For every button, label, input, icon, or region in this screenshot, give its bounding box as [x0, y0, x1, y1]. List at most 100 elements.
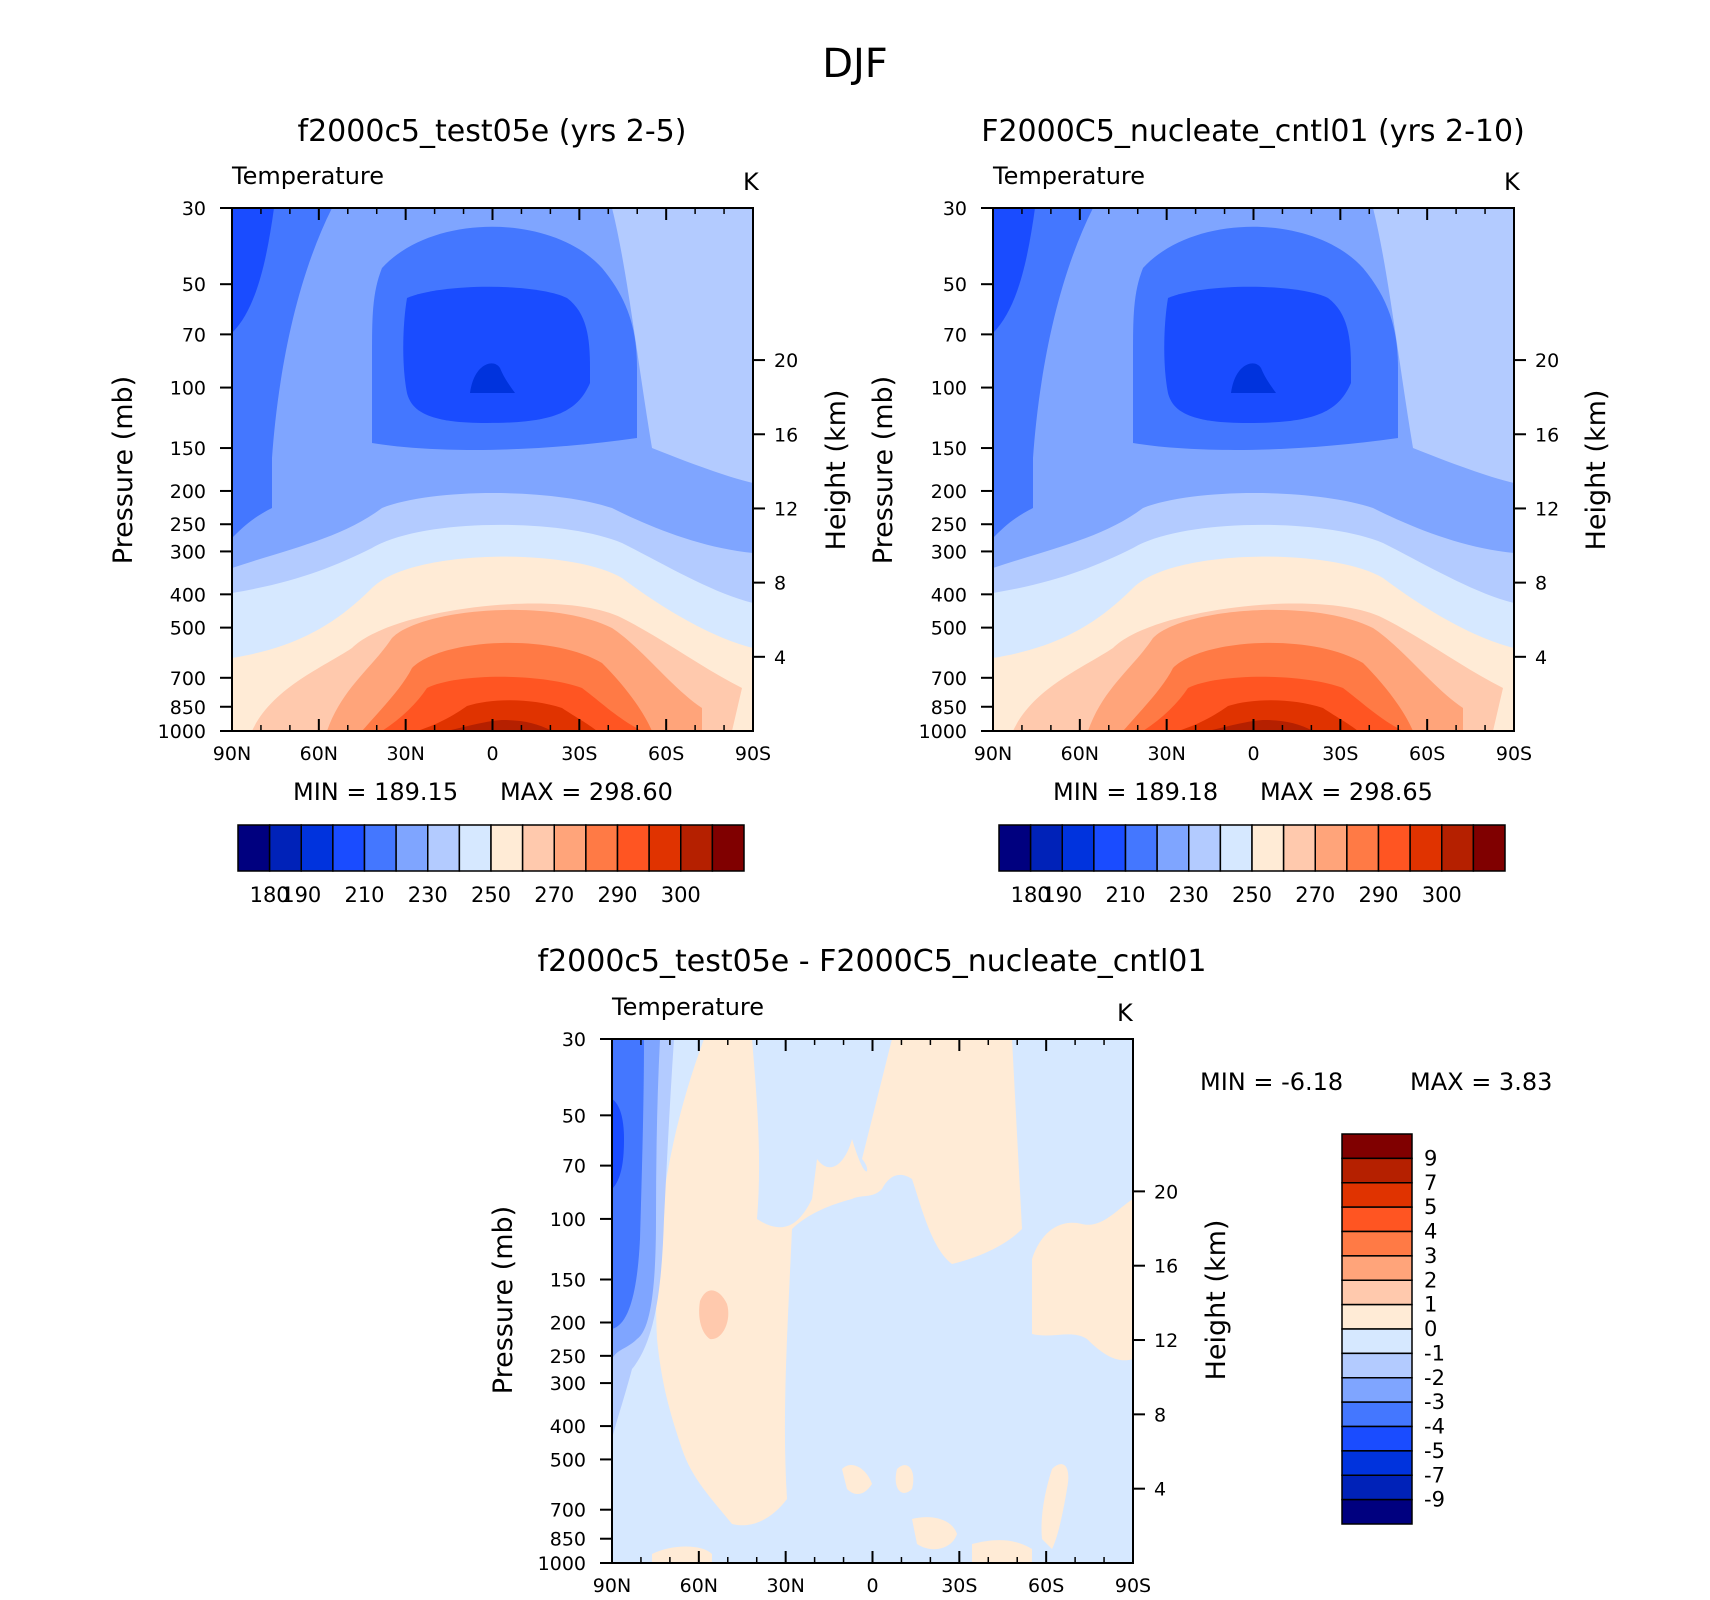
colorbar-tick-label: 210 — [1105, 883, 1145, 907]
colorbar-tick-label: 9 — [1424, 1146, 1437, 1170]
y-tick-label: 70 — [943, 324, 967, 346]
y-right-tick-label: 16 — [1154, 1256, 1178, 1278]
y-tick-label: 500 — [931, 618, 967, 640]
colorbar-tick-label: 290 — [597, 883, 637, 907]
y-right-tick-label: 8 — [774, 573, 786, 595]
y-tick-label: 850 — [931, 697, 967, 719]
colorbar-swatch — [1341, 1450, 1413, 1476]
y-tick-label: 50 — [562, 1105, 586, 1127]
y-tick-label: 150 — [550, 1270, 586, 1292]
x-tick-label: 0 — [866, 1575, 878, 1597]
units-label: K — [743, 168, 760, 196]
colorbar-tick-label: 250 — [471, 883, 511, 907]
colorbar-swatch — [1124, 824, 1158, 872]
contour-field — [993, 208, 1514, 731]
colorbar-tick-label: -5 — [1424, 1439, 1445, 1463]
x-tick-label: 60S — [1409, 743, 1445, 765]
colorbar-swatch — [395, 824, 429, 872]
y-tick-label: 300 — [550, 1373, 586, 1395]
colorbar-tick-label: 5 — [1424, 1195, 1437, 1219]
y-right-tick-label: 12 — [1154, 1330, 1178, 1352]
panel-title: F2000C5_nucleate_cntl01 (yrs 2-10) — [981, 114, 1525, 149]
panel-title: f2000c5_test05e (yrs 2-5) — [298, 114, 687, 149]
y-tick-label: 400 — [170, 584, 206, 606]
y-tick-label: 700 — [550, 1500, 586, 1522]
max-label: MAX = 3.83 — [1410, 1068, 1552, 1096]
colorbar-swatch — [1341, 1474, 1413, 1501]
x-tick-label: 30S — [941, 1575, 977, 1597]
colorbar-swatch — [1341, 1498, 1413, 1525]
x-tick-label: 60N — [1061, 743, 1099, 765]
colorbar-swatch — [300, 824, 334, 872]
colorbar-swatch — [1251, 824, 1285, 872]
colorbar-tick-label: 230 — [1169, 883, 1209, 907]
colorbar-swatch — [1341, 1255, 1413, 1281]
y-tick-label: 400 — [550, 1416, 586, 1438]
colorbar-tick-label: 290 — [1358, 883, 1398, 907]
y-tick-label: 70 — [562, 1156, 586, 1178]
panel-top-right: F2000C5_nucleate_cntl01 (yrs 2-10) Tempe… — [868, 114, 1612, 907]
axis-ticks: 90N 60N 30N 0 30S 60S 90S 30 50 70 100 150 200 250 300… — [158, 198, 799, 765]
x-tick-label: 30N — [766, 1575, 804, 1597]
y-tick-label: 200 — [170, 481, 206, 503]
colorbar-swatch — [1314, 824, 1348, 872]
colorbar-swatch — [1341, 1303, 1413, 1330]
y-tick-label: 500 — [550, 1449, 586, 1471]
y-tick-label: 100 — [931, 378, 967, 400]
x-tick-label: 60N — [680, 1575, 718, 1597]
colorbar-swatch — [521, 824, 555, 872]
x-tick-label: 90S — [1496, 743, 1532, 765]
colorbar-tick-label: -3 — [1424, 1390, 1445, 1414]
x-tick-label: 90S — [1115, 1575, 1151, 1597]
y-tick-label: 300 — [931, 541, 967, 563]
panel-top-left: f2000c5_test05e (yrs 2-5) Temperature K … — [108, 114, 852, 907]
colorbar-swatch — [427, 824, 461, 872]
x-tick-label: 30N — [1147, 743, 1185, 765]
colorbar-swatch — [648, 824, 682, 872]
y-tick-label: 1000 — [538, 1553, 586, 1575]
colorbar-swatch — [1341, 1182, 1413, 1208]
axis-ticks: 90N 60N 30N 0 30S 60S 90S 30 50 70 100 150 200 250 300… — [538, 1029, 1179, 1597]
min-label: MIN = 189.15 — [293, 778, 458, 806]
x-tick-label: 90N — [213, 743, 251, 765]
colorbar-swatch — [1029, 824, 1063, 872]
y-axis-label: Pressure (mb) — [108, 376, 139, 564]
colorbar-swatch — [998, 824, 1032, 872]
x-tick-label: 30S — [561, 743, 597, 765]
y-tick-label: 250 — [931, 514, 967, 536]
colorbar-tick-label: -1 — [1424, 1341, 1445, 1365]
colorbar-swatch — [490, 824, 524, 872]
y-right-tick-label: 4 — [1154, 1479, 1166, 1501]
colorbar-tick-label: -9 — [1424, 1488, 1445, 1512]
colorbar-swatch — [268, 824, 302, 872]
y-right-tick-label: 20 — [1535, 350, 1559, 372]
y-tick-label: 200 — [931, 481, 967, 503]
panel-bottom: f2000c5_test05e - F2000C5_nucleate_cntl0… — [488, 944, 1552, 1597]
colorbar-swatch — [1282, 824, 1316, 872]
colorbar-swatch — [1341, 1230, 1413, 1257]
colorbar-swatch — [1341, 1206, 1413, 1233]
y-tick-label: 300 — [170, 541, 206, 563]
colorbar-swatch — [1093, 824, 1127, 872]
colorbar-tick-label: 180 — [250, 883, 290, 907]
x-tick-label: 90N — [974, 743, 1012, 765]
colorbar-tick-label: 4 — [1424, 1220, 1437, 1244]
colorbar-swatch — [1472, 824, 1506, 872]
x-tick-label: 60N — [300, 743, 338, 765]
y-tick-label: 1000 — [919, 721, 967, 743]
colorbar-swatch — [1341, 1401, 1413, 1428]
axis-ticks: 90N 60N 30N 0 30S 60S 90S 30 50 70 100 150 200 250 300… — [919, 198, 1560, 765]
y-axis-label-right: Height (km) — [1581, 390, 1612, 551]
y-tick-label: 1000 — [158, 721, 206, 743]
colorbar-swatch — [1341, 1279, 1413, 1306]
colorbar-tick-label: 2 — [1424, 1268, 1437, 1292]
y-right-tick-label: 8 — [1154, 1404, 1166, 1426]
y-tick-label: 700 — [931, 668, 967, 690]
variable-label: Temperature — [992, 162, 1145, 190]
colorbar-swatch — [458, 824, 492, 872]
colorbar-tick-label: 190 — [1042, 883, 1082, 907]
colorbar-tick-label: 1 — [1424, 1293, 1437, 1317]
